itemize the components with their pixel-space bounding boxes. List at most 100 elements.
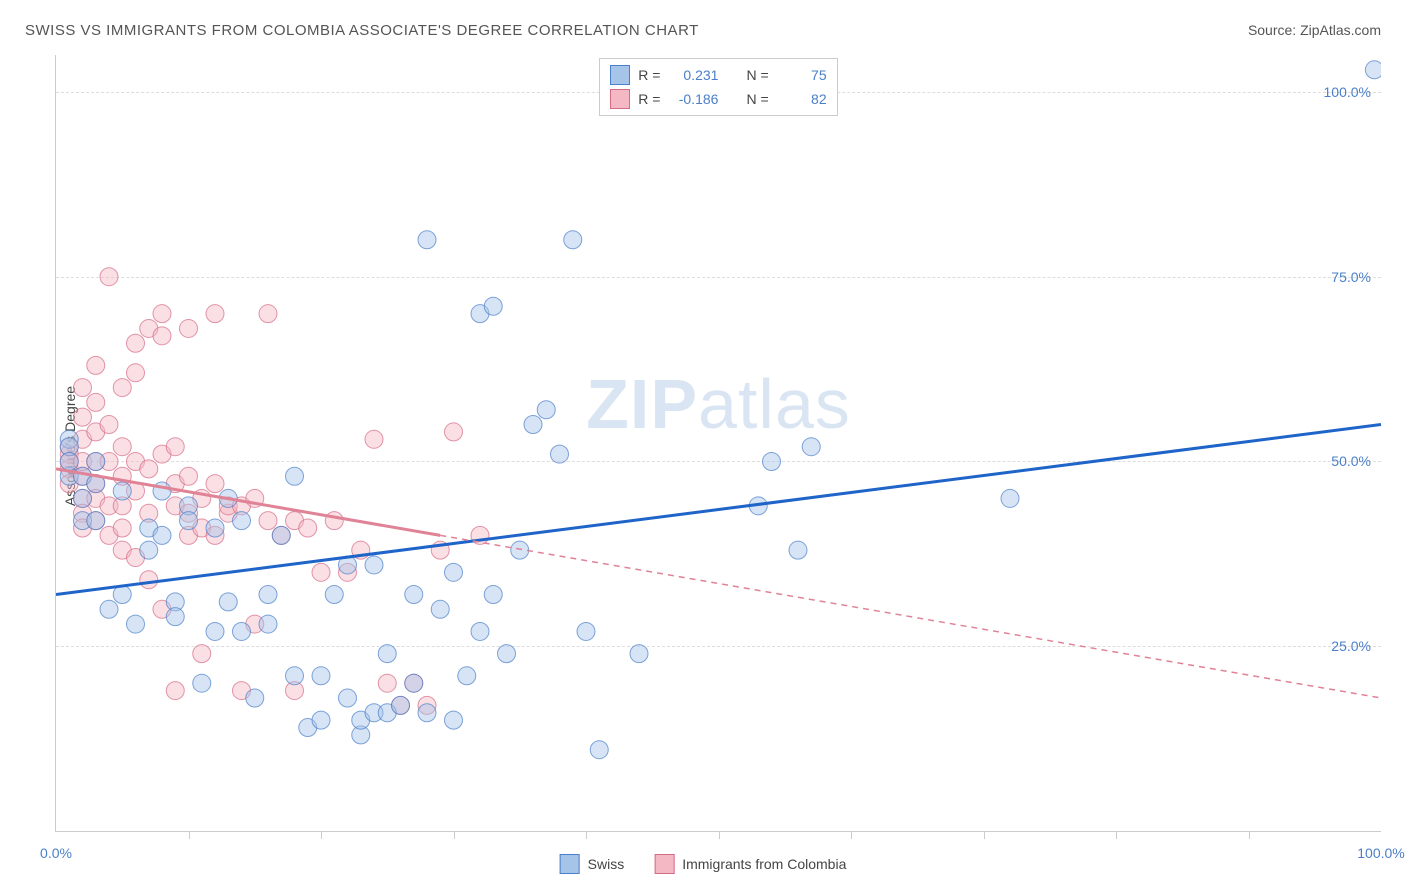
scatter-point [180, 512, 198, 530]
scatter-point [113, 438, 131, 456]
scatter-point [272, 526, 290, 544]
x-tick-mark [719, 831, 720, 839]
x-tick-mark [1116, 831, 1117, 839]
scatter-point [60, 452, 78, 470]
x-tick-mark [454, 831, 455, 839]
scatter-point [445, 563, 463, 581]
chart-container: SWISS VS IMMIGRANTS FROM COLOMBIA ASSOCI… [0, 0, 1406, 892]
scatter-point [153, 526, 171, 544]
scatter-point [524, 416, 542, 434]
bottom-legend-item: Swiss [560, 854, 625, 874]
x-tick-mark [586, 831, 587, 839]
scatter-point [286, 667, 304, 685]
scatter-point [630, 645, 648, 663]
scatter-point [577, 622, 595, 640]
legend-r-label: R = [638, 91, 660, 107]
scatter-point [365, 556, 383, 574]
scatter-point [325, 512, 343, 530]
plot-area: ZIPatlas R =0.231N =75R =-0.186N =82 25.… [55, 55, 1381, 832]
x-tick-mark [851, 831, 852, 839]
scatter-point [166, 682, 184, 700]
scatter-point [206, 305, 224, 323]
scatter-point [431, 600, 449, 618]
x-tick-label: 0.0% [40, 845, 72, 861]
scatter-point [378, 645, 396, 663]
scatter-point [312, 667, 330, 685]
scatter-point [206, 622, 224, 640]
scatter-point [551, 445, 569, 463]
scatter-point [74, 489, 92, 507]
legend-swatch [654, 854, 674, 874]
scatter-point [484, 586, 502, 604]
scatter-point [74, 408, 92, 426]
scatter-point [763, 452, 781, 470]
x-tick-mark [984, 831, 985, 839]
scatter-point [471, 622, 489, 640]
legend-row: R = 0.231 N = 75 [610, 63, 826, 87]
scatter-point [127, 615, 145, 633]
scatter-point [113, 519, 131, 537]
scatter-point [113, 482, 131, 500]
legend-n-label: N = [746, 67, 768, 83]
scatter-point [392, 696, 410, 714]
scatter-point [100, 268, 118, 286]
scatter-point [445, 423, 463, 441]
scatter-point [113, 379, 131, 397]
scatter-point [180, 319, 198, 337]
trend-line [56, 425, 1381, 595]
scatter-point [166, 608, 184, 626]
scatter-point [259, 586, 277, 604]
scatter-point [405, 674, 423, 692]
scatter-point [458, 667, 476, 685]
trend-line-dashed [440, 535, 1381, 698]
scatter-point [325, 586, 343, 604]
scatter-point [193, 645, 211, 663]
legend-swatch [610, 65, 630, 85]
scatter-point [246, 689, 264, 707]
scatter-point [140, 571, 158, 589]
scatter-point [140, 541, 158, 559]
scatter-point [233, 512, 251, 530]
legend-r-value: 0.231 [668, 67, 718, 83]
scatter-point [1001, 489, 1019, 507]
scatter-point [140, 460, 158, 478]
scatter-point [87, 356, 105, 374]
correlation-legend: R =0.231N =75R =-0.186N =82 [599, 58, 837, 116]
scatter-point [365, 430, 383, 448]
scatter-point [153, 327, 171, 345]
chart-svg [56, 55, 1381, 831]
scatter-point [445, 711, 463, 729]
scatter-point [1365, 61, 1381, 79]
legend-n-value: 82 [777, 91, 827, 107]
scatter-point [286, 467, 304, 485]
scatter-point [537, 401, 555, 419]
scatter-point [312, 711, 330, 729]
scatter-point [127, 364, 145, 382]
scatter-point [789, 541, 807, 559]
source-attribution: Source: ZipAtlas.com [1248, 22, 1381, 38]
bottom-legend-item: Immigrants from Colombia [654, 854, 846, 874]
legend-r-value: -0.186 [668, 91, 718, 107]
legend-r-label: R = [638, 67, 660, 83]
scatter-point [74, 379, 92, 397]
scatter-point [299, 519, 317, 537]
scatter-point [378, 674, 396, 692]
scatter-point [259, 615, 277, 633]
scatter-point [219, 593, 237, 611]
scatter-point [87, 393, 105, 411]
scatter-point [590, 741, 608, 759]
chart-title: SWISS VS IMMIGRANTS FROM COLOMBIA ASSOCI… [25, 22, 699, 39]
legend-n-value: 75 [777, 67, 827, 83]
legend-row: R =-0.186N =82 [610, 87, 826, 111]
scatter-point [498, 645, 516, 663]
legend-series-name: Immigrants from Colombia [682, 856, 846, 872]
scatter-point [418, 704, 436, 722]
x-tick-label: 100.0% [1357, 845, 1404, 861]
x-tick-mark [189, 831, 190, 839]
scatter-point [206, 475, 224, 493]
legend-swatch [560, 854, 580, 874]
legend-series-name: Swiss [588, 856, 625, 872]
scatter-point [259, 512, 277, 530]
x-tick-mark [1249, 831, 1250, 839]
scatter-point [100, 600, 118, 618]
